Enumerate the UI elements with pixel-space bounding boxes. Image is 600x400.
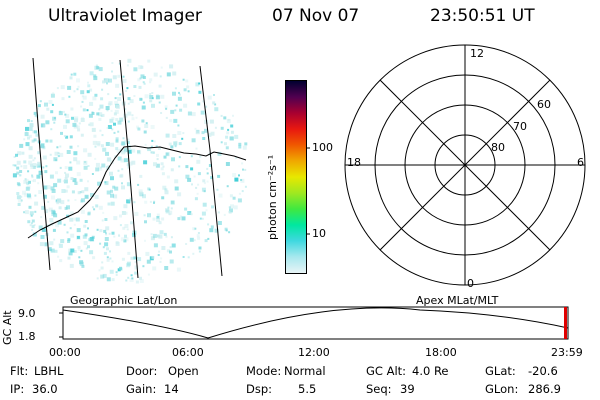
- timeline-ytick-high: 9.0: [18, 307, 36, 320]
- info-seq-label: Seq:: [366, 382, 392, 396]
- colorbar: [285, 80, 307, 274]
- current-time-marker: [564, 307, 567, 339]
- timeline-xtick-2: 12:00: [298, 346, 330, 359]
- mlat-label-80: 80: [491, 141, 505, 154]
- timeline-xtick-4: 23:59: [551, 346, 583, 359]
- info-flt-value: LBHL: [34, 364, 64, 378]
- longitude-line-1: [32, 57, 51, 271]
- info-glon-value: 286.9: [528, 382, 561, 396]
- timeline-xtick-0: 00:00: [49, 346, 81, 359]
- info-mode-label: Mode:: [246, 364, 282, 378]
- altitude-curve: [62, 307, 569, 339]
- info-door-label: Door:: [126, 364, 158, 378]
- mlat-label-60: 60: [537, 98, 551, 111]
- mlt-label-18: 18: [347, 156, 361, 169]
- colorbar-tick-100: 100: [312, 141, 333, 154]
- mlt-label-12: 12: [470, 47, 484, 60]
- info-ip-value: 36.0: [32, 382, 58, 396]
- timeline-left-title: Geographic Lat/Lon: [70, 294, 178, 307]
- time-label: 23:50:51 UT: [430, 6, 535, 26]
- timeline-ytick-low: 1.8: [18, 330, 36, 343]
- info-glon-label: GLon:: [485, 382, 519, 396]
- app-title: Ultraviolet Imager: [48, 6, 202, 26]
- timeline-right-title: Apex MLat/MLT: [416, 294, 499, 307]
- mlt-label-0: 0: [467, 277, 474, 290]
- latitude-line: [27, 145, 247, 239]
- info-gain-label: Gain:: [126, 382, 157, 396]
- info-gcalt-label: GC Alt:: [366, 364, 407, 378]
- longitude-line-3: [199, 65, 223, 277]
- info-mode-value: Normal: [284, 364, 326, 378]
- info-dsp-value: 5.5: [298, 382, 317, 396]
- info-gain-value: 14: [164, 382, 179, 396]
- info-seq-value: 39: [400, 382, 415, 396]
- info-dsp-label: Dsp:: [246, 382, 273, 396]
- mlat-label-70: 70: [513, 120, 527, 133]
- timeline-xtick-1: 06:00: [172, 346, 204, 359]
- info-glat-label: GLat:: [485, 364, 516, 378]
- info-ip-label: IP:: [10, 382, 25, 396]
- info-door-value: Open: [168, 364, 199, 378]
- info-flt-label: Flt:: [10, 364, 29, 378]
- colorbar-tick-10: 10: [312, 227, 326, 240]
- longitude-line-2: [119, 59, 139, 279]
- timeline-xtick-3: 18:00: [425, 346, 457, 359]
- info-glat-value: -20.6: [528, 364, 558, 378]
- date-label: 07 Nov 07: [272, 6, 360, 26]
- info-gcalt-value: 4.0 Re: [412, 364, 449, 378]
- mlt-label-6: 6: [577, 156, 584, 169]
